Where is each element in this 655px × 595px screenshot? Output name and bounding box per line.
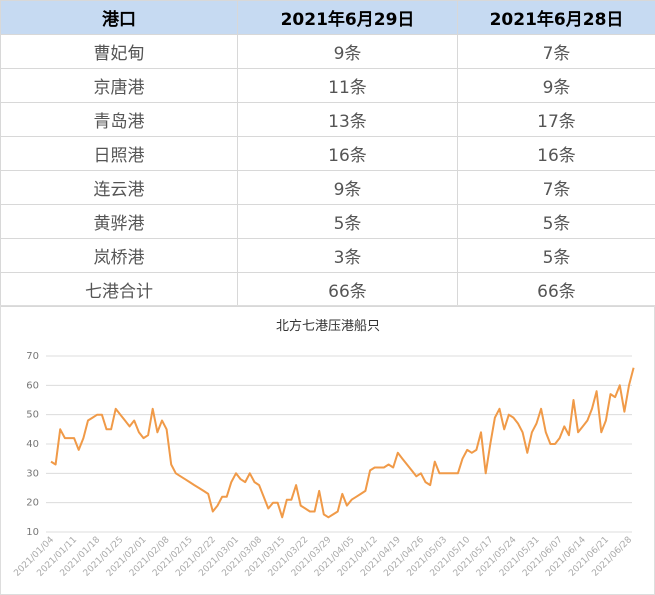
- header-cell: 2021年6月29日: [237, 0, 458, 35]
- table-row: 黄骅港 5条 5条: [0, 204, 655, 239]
- y-tick-label: 40: [26, 439, 39, 450]
- header-cell: 港口: [0, 0, 238, 35]
- table-cell: 7条: [457, 34, 655, 69]
- table-cell: 黄骅港: [0, 204, 238, 239]
- table-row: 连云港 9条 7条: [0, 170, 655, 205]
- table-cell: 66条: [457, 272, 655, 307]
- table-cell: 日照港: [0, 136, 238, 171]
- table-row: 京唐港 11条 9条: [0, 68, 655, 103]
- table-cell: 京唐港: [0, 68, 238, 103]
- table-cell: 5条: [457, 238, 655, 273]
- chart-title: 北方七港压港船只: [276, 318, 380, 334]
- table-cell: 连云港: [0, 170, 238, 205]
- table-row: 青岛港 13条 17条: [0, 102, 655, 137]
- table-cell: 17条: [457, 102, 655, 137]
- table-cell: 16条: [237, 136, 458, 171]
- table-body: 曹妃甸 9条 7条 京唐港 11条 9条 青岛港 13条 17条 日照港 16条 16条 连云港 9条 7条…: [0, 34, 655, 307]
- table-row: 日照港 16条 16条: [0, 136, 655, 171]
- table-row: 七港合计 66条 66条: [0, 272, 655, 307]
- table-row: 曹妃甸 9条 7条: [0, 34, 655, 69]
- table-cell: 5条: [457, 204, 655, 239]
- table-cell: 3条: [237, 238, 458, 273]
- table-cell: 曹妃甸: [0, 34, 238, 69]
- chart: 北方七港压港船只 102030405060702021/01/042021/01…: [0, 305, 655, 595]
- table-row: 岚桥港 3条 5条: [0, 238, 655, 273]
- y-tick-label: 30: [26, 468, 39, 479]
- table-cell: 青岛港: [0, 102, 238, 137]
- table-cell: 9条: [457, 68, 655, 103]
- table-cell: 13条: [237, 102, 458, 137]
- y-tick-label: 20: [26, 498, 39, 509]
- table-cell: 11条: [237, 68, 458, 103]
- table-cell: 七港合计: [0, 272, 238, 307]
- table-cell: 岚桥港: [0, 238, 238, 273]
- header-cell: 2021年6月28日: [457, 0, 655, 35]
- table-cell: 9条: [237, 170, 458, 205]
- y-tick-label: 60: [26, 380, 39, 391]
- table-cell: 16条: [457, 136, 655, 171]
- y-tick-label: 50: [26, 410, 39, 421]
- data-line: [50, 367, 635, 519]
- table-cell: 66条: [237, 272, 458, 307]
- table-cell: 7条: [457, 170, 655, 205]
- header-row: 港口 2021年6月29日 2021年6月28日: [0, 0, 655, 35]
- y-tick-label: 10: [26, 527, 39, 538]
- y-tick-label: 70: [26, 351, 39, 362]
- table-cell: 5条: [237, 204, 458, 239]
- table-cell: 9条: [237, 34, 458, 69]
- port-table: 港口 2021年6月29日 2021年6月28日 曹妃甸 9条 7条 京唐港 11条 9条 青岛…: [0, 0, 655, 307]
